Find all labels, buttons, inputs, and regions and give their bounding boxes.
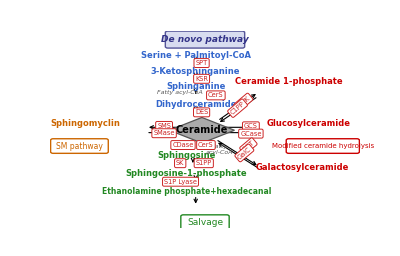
Text: Dihydroceramide: Dihydroceramide — [155, 100, 236, 109]
Text: SMase: SMase — [153, 130, 175, 136]
FancyBboxPatch shape — [286, 139, 359, 153]
Text: SMS: SMS — [157, 123, 171, 129]
Text: S1PP: S1PP — [196, 160, 212, 166]
Text: SK: SK — [176, 160, 184, 166]
Polygon shape — [169, 118, 234, 143]
Text: CDase: CDase — [172, 142, 194, 148]
Text: 3-Ketosphinganine: 3-Ketosphinganine — [151, 67, 240, 76]
Text: CerK: CerK — [236, 95, 252, 109]
Text: Ceramide: Ceramide — [176, 125, 228, 135]
Text: KSR: KSR — [195, 76, 208, 82]
Text: S1P Lyase: S1P Lyase — [164, 179, 197, 185]
Text: DES: DES — [195, 109, 208, 115]
Text: GCase: GCase — [240, 131, 262, 137]
Text: SPT: SPT — [196, 60, 208, 66]
Text: Sphingosine-1-phosphate: Sphingosine-1-phosphate — [126, 169, 247, 178]
FancyBboxPatch shape — [165, 31, 245, 48]
FancyBboxPatch shape — [51, 139, 108, 153]
Text: Ceramide 1-phosphate: Ceramide 1-phosphate — [235, 78, 342, 87]
Text: C1PP: C1PP — [229, 101, 246, 116]
Text: Galactosylceramide: Galactosylceramide — [256, 163, 349, 172]
Text: Sphingomyclin: Sphingomyclin — [51, 120, 120, 129]
Text: CerS: CerS — [198, 142, 214, 148]
Text: CGT: CGT — [241, 139, 256, 153]
Text: Sphinganine: Sphinganine — [166, 82, 225, 91]
Text: Ethanolamine phosphate+hexadecanal: Ethanolamine phosphate+hexadecanal — [102, 187, 271, 196]
Text: Glucosylceramide: Glucosylceramide — [267, 120, 351, 129]
Text: Fatty
acyl-CoA: Fatty acyl-CoA — [206, 144, 234, 155]
Text: GCS: GCS — [244, 123, 258, 129]
Text: Modified ceramide hydrolysis: Modified ceramide hydrolysis — [272, 143, 374, 149]
FancyBboxPatch shape — [181, 215, 229, 230]
Text: CerS: CerS — [208, 92, 224, 98]
Text: Serine + Palmitoyl-CoA: Serine + Palmitoyl-CoA — [141, 51, 251, 60]
Text: Sphingosine: Sphingosine — [157, 151, 216, 161]
Text: Salvage: Salvage — [187, 218, 223, 227]
Text: GalC: GalC — [236, 146, 252, 160]
Text: Fatty acyl-CoA: Fatty acyl-CoA — [157, 90, 202, 95]
Text: De novo pathway: De novo pathway — [161, 35, 249, 44]
Text: SM pathway: SM pathway — [56, 142, 103, 151]
